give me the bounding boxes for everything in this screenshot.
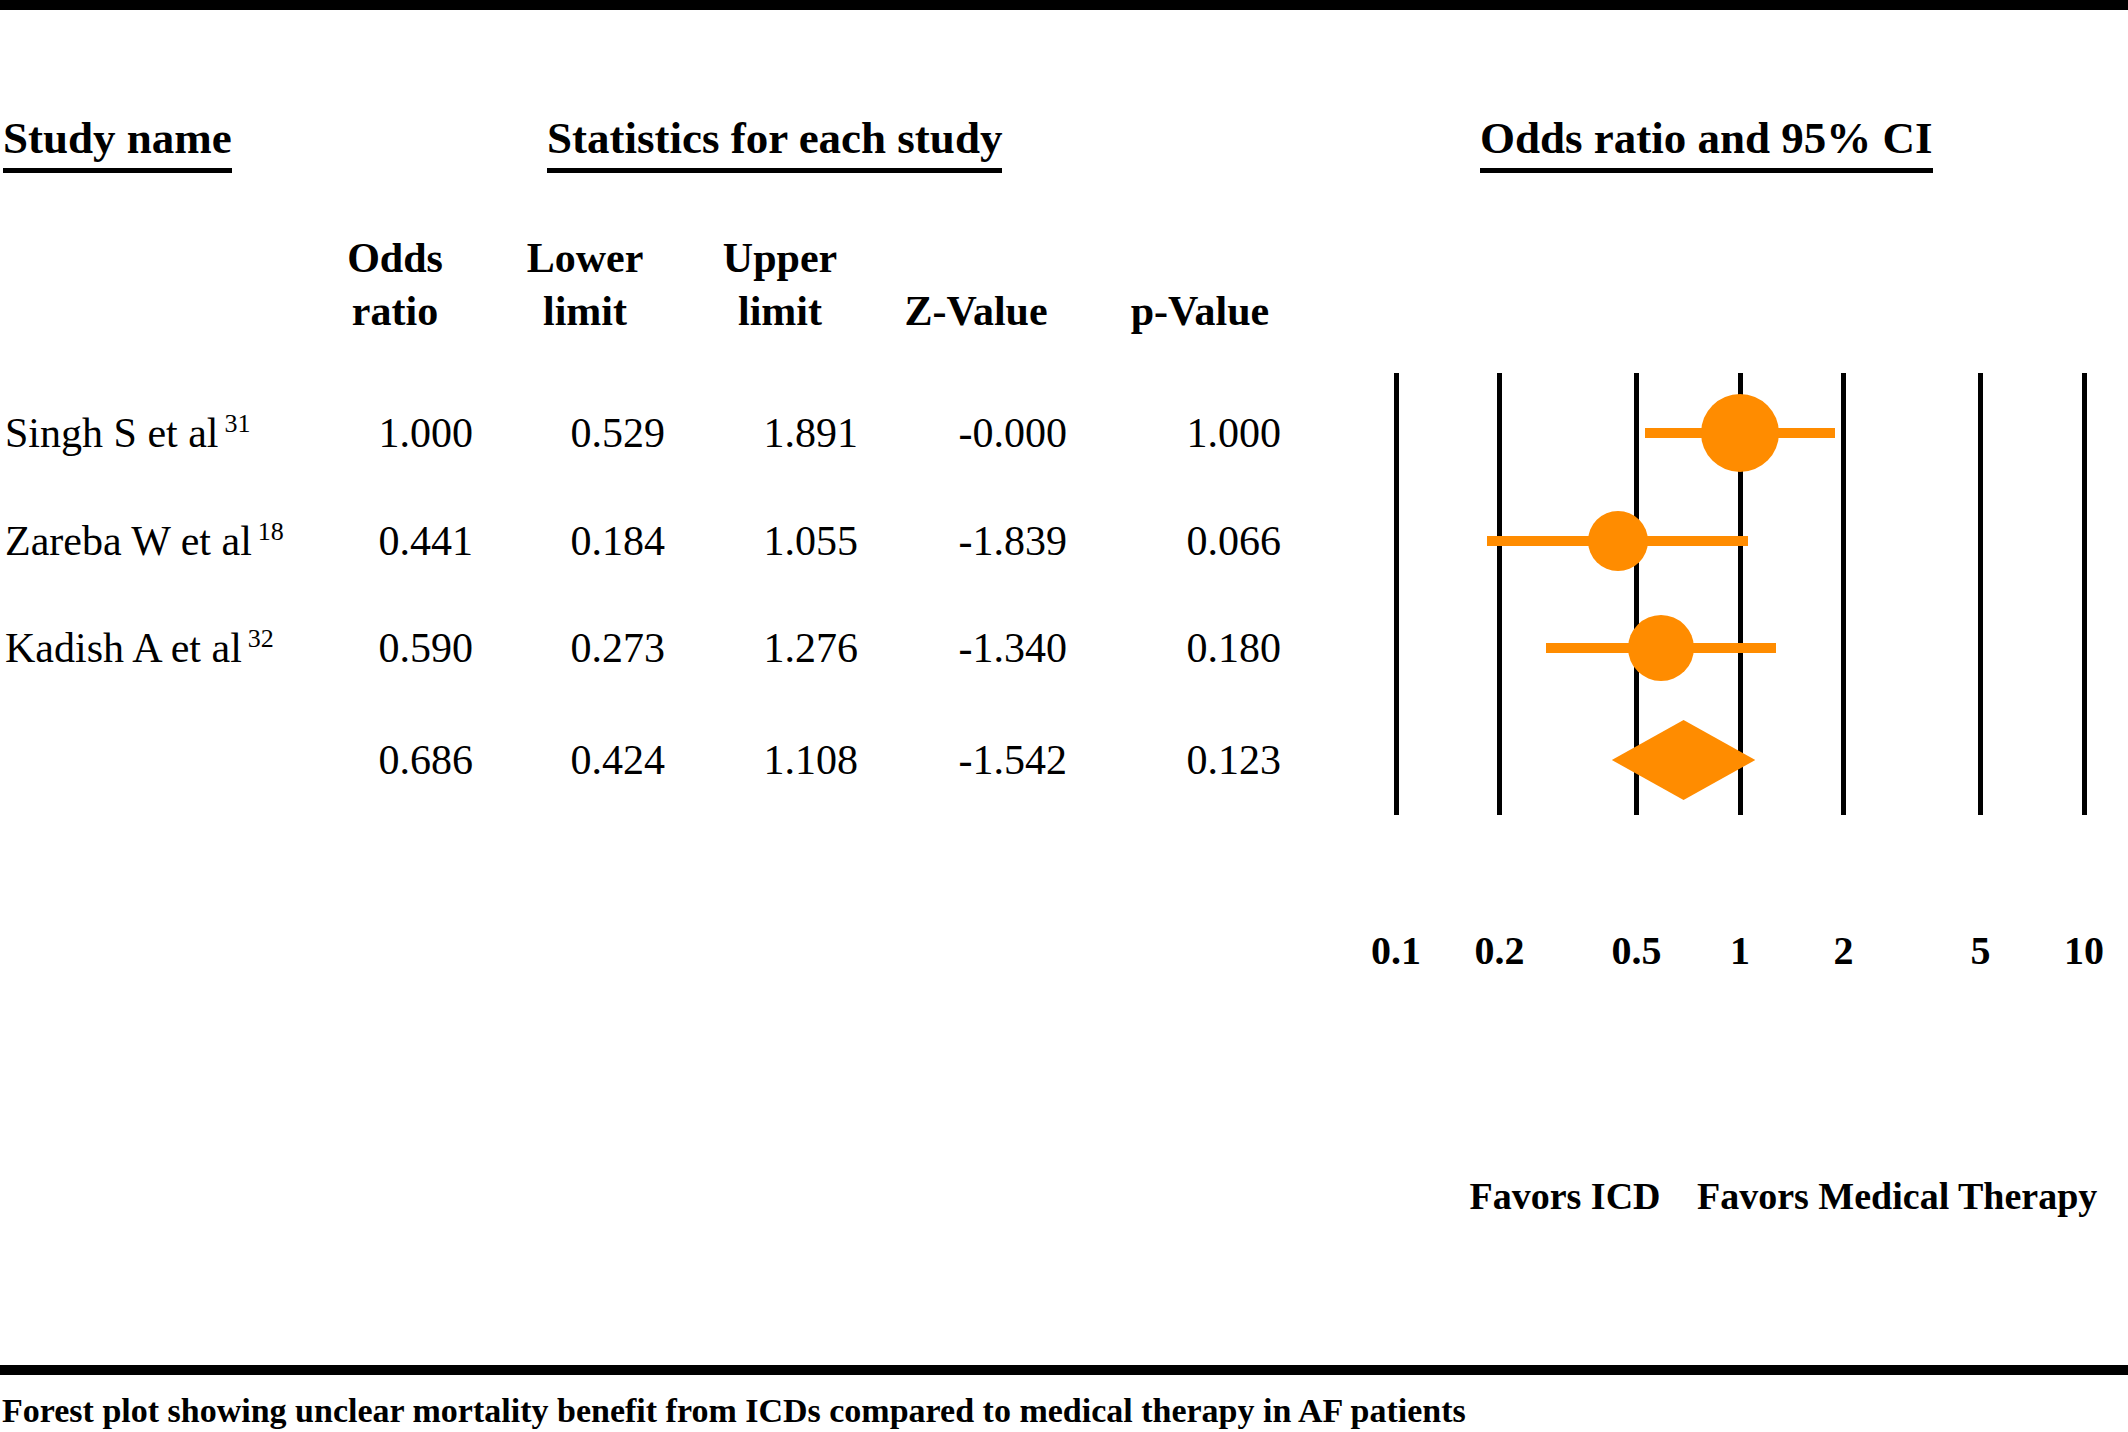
axis-tick-label: 1 [1730,927,1750,974]
axis-tick-label: 0.1 [1371,927,1421,974]
axis-gridline [1978,373,1983,815]
axis-gridline [1841,373,1846,815]
figure-caption: Forest plot showing unclear mortality be… [2,1392,1466,1430]
favors-icd-label: Favors ICD [1469,1174,1660,1218]
favors-medical-therapy-label: Favors Medical Therapy [1697,1174,2097,1218]
axis-tick-label: 5 [1970,927,1990,974]
effect-size-marker [1588,511,1648,571]
axis-tick-label: 10 [2064,927,2104,974]
effect-size-marker [1628,615,1694,681]
axis-tick-label: 0.2 [1475,927,1525,974]
forest-plot-figure: Study name Statistics for each study Odd… [0,0,2128,1432]
axis-tick-label: 2 [1834,927,1854,974]
effect-size-marker [1701,394,1779,472]
bottom-border-bar [0,1365,2128,1375]
axis-gridline [1497,373,1502,815]
axis-tick-label: 0.5 [1611,927,1661,974]
axis-gridline [1394,373,1399,815]
axis-gridline [2082,373,2087,815]
